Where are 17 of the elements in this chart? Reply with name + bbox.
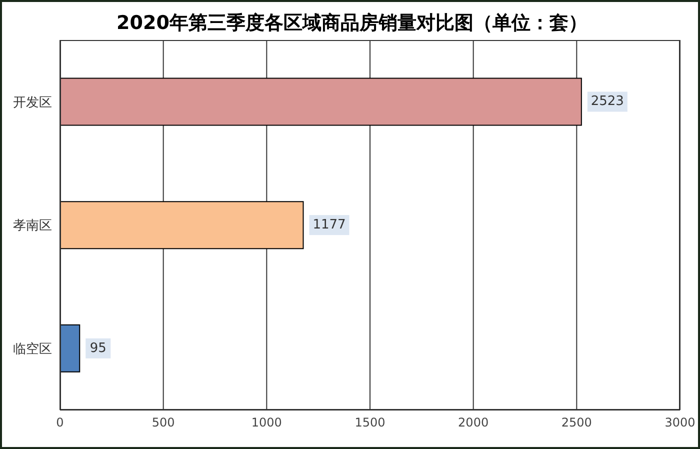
y-tick-label: 临空区 xyxy=(13,342,52,357)
data-label: 1177 xyxy=(312,218,346,233)
x-tick-label: 3000 xyxy=(664,416,696,430)
x-tick-label: 500 xyxy=(152,416,175,430)
bar xyxy=(60,78,582,126)
chart-title: 2020年第三季度各区域商品房销量对比图（单位：套） xyxy=(116,11,588,36)
data-label: 2523 xyxy=(590,94,624,110)
x-tick-label: 2000 xyxy=(458,416,489,430)
y-tick-label: 孝南区 xyxy=(13,218,52,234)
bar xyxy=(60,201,304,250)
x-tick-label: 0 xyxy=(56,416,64,430)
x-tick-label: 1000 xyxy=(251,416,282,430)
y-tick-label: 开发区 xyxy=(13,95,52,110)
bar xyxy=(60,324,80,372)
x-tick-label: 1500 xyxy=(354,416,386,430)
data-label: 95 xyxy=(90,340,106,356)
x-tick-label: 2500 xyxy=(561,416,592,430)
